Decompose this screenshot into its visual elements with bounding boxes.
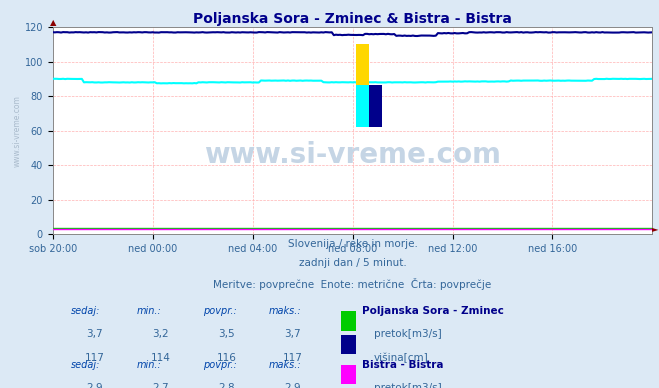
- Text: 116: 116: [217, 353, 237, 363]
- Text: sedaj:: sedaj:: [71, 306, 100, 316]
- Text: 117: 117: [85, 353, 105, 363]
- Text: povpr.:: povpr.:: [203, 306, 237, 316]
- Text: 3,7: 3,7: [284, 329, 301, 340]
- Text: višina[cm]: višina[cm]: [374, 353, 428, 363]
- Text: maks.:: maks.:: [269, 306, 301, 316]
- Text: 3,2: 3,2: [152, 329, 169, 340]
- Text: pretok[m3/s]: pretok[m3/s]: [374, 329, 442, 340]
- Text: Bistra - Bistra: Bistra - Bistra: [362, 360, 443, 370]
- Text: 2,9: 2,9: [86, 383, 103, 388]
- Text: 2,7: 2,7: [152, 383, 169, 388]
- Bar: [341, 365, 356, 385]
- Text: Poljanska Sora - Zminec: Poljanska Sora - Zminec: [362, 306, 503, 316]
- Text: www.si-vreme.com: www.si-vreme.com: [204, 142, 501, 170]
- Bar: [341, 334, 356, 354]
- Bar: [356, 44, 369, 85]
- Y-axis label: www.si-vreme.com: www.si-vreme.com: [13, 95, 22, 166]
- Text: Slovenija / reke in morje.: Slovenija / reke in morje.: [287, 239, 418, 249]
- Text: min.:: min.:: [136, 360, 161, 370]
- Text: 2,9: 2,9: [284, 383, 301, 388]
- Text: ▲: ▲: [49, 18, 56, 27]
- Text: 3,7: 3,7: [86, 329, 103, 340]
- Text: 2,8: 2,8: [218, 383, 235, 388]
- Bar: [341, 312, 356, 331]
- Text: povpr.:: povpr.:: [203, 360, 237, 370]
- Text: 3,5: 3,5: [218, 329, 235, 340]
- Bar: [356, 85, 369, 126]
- Text: ►: ►: [652, 223, 659, 232]
- Text: maks.:: maks.:: [269, 360, 301, 370]
- Text: 117: 117: [283, 353, 302, 363]
- Bar: [369, 85, 382, 126]
- Title: Poljanska Sora - Zminec & Bistra - Bistra: Poljanska Sora - Zminec & Bistra - Bistr…: [193, 12, 512, 26]
- Text: zadnji dan / 5 minut.: zadnji dan / 5 minut.: [299, 258, 407, 268]
- Text: sedaj:: sedaj:: [71, 360, 100, 370]
- Text: min.:: min.:: [136, 306, 161, 316]
- Text: pretok[m3/s]: pretok[m3/s]: [374, 383, 442, 388]
- Text: 114: 114: [151, 353, 171, 363]
- Text: Meritve: povprečne  Enote: metrične  Črta: povprečje: Meritve: povprečne Enote: metrične Črta:…: [214, 278, 492, 289]
